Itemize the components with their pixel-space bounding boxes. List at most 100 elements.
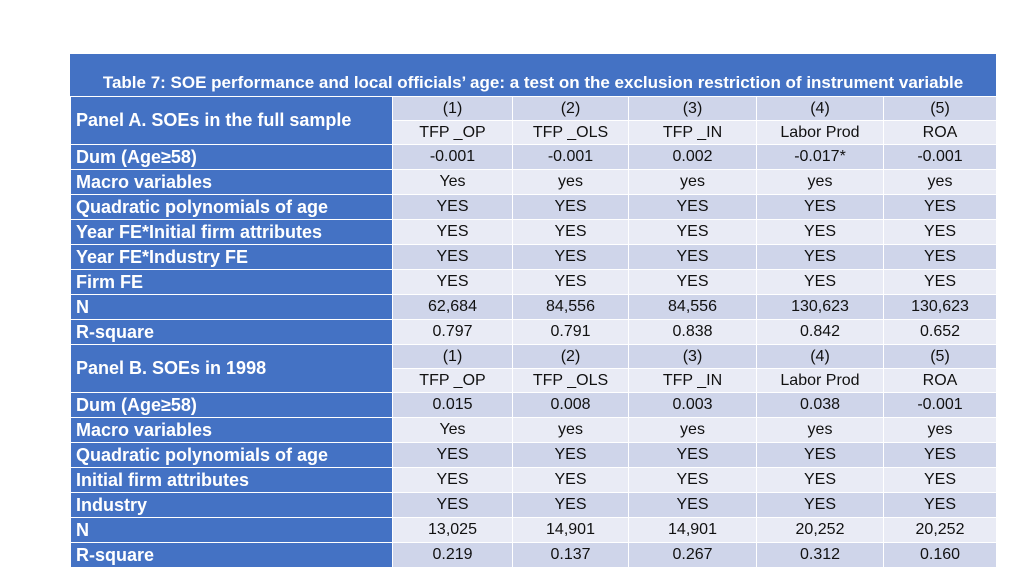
cell-value: YES	[628, 194, 757, 220]
row-label: Firm FE	[70, 269, 393, 295]
cell-value: 0.791	[512, 319, 629, 345]
column-number: (4)	[756, 96, 884, 121]
table-row: N 13,025 14,901 14,901 20,252 20,252	[70, 517, 997, 543]
row-label: R-square	[70, 319, 393, 345]
column-number: (2)	[512, 344, 629, 369]
column-name: TFP _OLS	[512, 120, 629, 145]
table-row: Initial firm attributes YES YES YES YES YES	[70, 467, 997, 493]
cell-value: yes	[883, 417, 997, 443]
cell-value: 62,684	[392, 294, 513, 320]
cell-value: 0.015	[392, 392, 513, 418]
cell-value: Yes	[392, 169, 513, 195]
column-name: Labor Prod	[756, 368, 884, 393]
row-label: Initial firm attributes	[70, 467, 393, 493]
column-name: TFP _IN	[628, 368, 757, 393]
cell-value: Yes	[392, 417, 513, 443]
cell-value: YES	[392, 194, 513, 220]
panel-header-row: Panel B. SOEs in 1998 (1) (2) (3) (4) (5)	[70, 344, 997, 393]
table-row: Quadratic polynomials of age YES YES YES YES…	[70, 442, 997, 468]
cell-value: YES	[756, 194, 884, 220]
cell-value: 0.652	[883, 319, 997, 345]
cell-value: YES	[756, 442, 884, 468]
row-label: Year FE*Industry FE	[70, 244, 393, 270]
column-number: (5)	[883, 96, 997, 121]
results-grid: Panel A. SOEs in the full sample (1) (2) (3…	[70, 96, 997, 568]
cell-value: 0.137	[512, 542, 629, 568]
cell-value: yes	[628, 169, 757, 195]
column-name: TFP _OP	[392, 120, 513, 145]
column-number: (1)	[392, 344, 513, 369]
cell-value: YES	[392, 492, 513, 518]
cell-value: yes	[628, 417, 757, 443]
row-label: Macro variables	[70, 417, 393, 443]
cell-value: YES	[628, 269, 757, 295]
cell-value: 20,252	[756, 517, 884, 543]
cell-value: -0.001	[392, 144, 513, 170]
column-number: (5)	[883, 344, 997, 369]
row-label: Quadratic polynomials of age	[70, 442, 393, 468]
cell-value: 0.797	[392, 319, 513, 345]
cell-value: YES	[628, 442, 757, 468]
cell-value: YES	[883, 492, 997, 518]
cell-value: yes	[512, 169, 629, 195]
cell-value: 130,623	[756, 294, 884, 320]
cell-value: 14,901	[628, 517, 757, 543]
panel-header-row: TFP _OP TFP _OLS TFP _IN Labor Prod ROA	[71, 368, 997, 393]
cell-value: -0.017*	[756, 144, 884, 170]
cell-value: -0.001	[883, 392, 997, 418]
column-name: TFP _OP	[392, 368, 513, 393]
row-label: Industry	[70, 492, 393, 518]
table-body: Panel A. SOEs in the full sample (1) (2) (3…	[70, 96, 997, 568]
column-number: (3)	[628, 344, 757, 369]
cell-value: yes	[512, 417, 629, 443]
panel-header-row: Panel A. SOEs in the full sample (1) (2) (3…	[70, 96, 997, 145]
table-title: Table 7: SOE performance and local offic…	[70, 54, 996, 96]
column-number: (3)	[628, 96, 757, 121]
table-row: Firm FE YES YES YES YES YES	[70, 269, 997, 295]
cell-value: YES	[392, 244, 513, 270]
cell-value: 0.003	[628, 392, 757, 418]
cell-value: YES	[628, 244, 757, 270]
cell-value: 0.160	[883, 542, 997, 568]
cell-value: 0.312	[756, 542, 884, 568]
cell-value: YES	[628, 219, 757, 245]
row-label: Year FE*Initial firm attributes	[70, 219, 393, 245]
cell-value: YES	[392, 219, 513, 245]
cell-value: YES	[883, 219, 997, 245]
cell-value: 0.002	[628, 144, 757, 170]
cell-value: YES	[756, 467, 884, 493]
cell-value: 13,025	[392, 517, 513, 543]
cell-value: YES	[628, 467, 757, 493]
cell-value: YES	[756, 244, 884, 270]
cell-value: 14,901	[512, 517, 629, 543]
row-label: Dum (Age≥58)	[70, 392, 393, 418]
cell-value: 0.008	[512, 392, 629, 418]
cell-value: YES	[512, 269, 629, 295]
cell-value: 20,252	[883, 517, 997, 543]
row-label: Dum (Age≥58)	[70, 144, 393, 170]
cell-value: YES	[512, 219, 629, 245]
cell-value: YES	[512, 467, 629, 493]
column-name: TFP _OLS	[512, 368, 629, 393]
table-row: R-square 0.797 0.791 0.838 0.842 0.652	[70, 319, 997, 345]
cell-value: 0.838	[628, 319, 757, 345]
cell-value: YES	[756, 492, 884, 518]
cell-value: YES	[756, 269, 884, 295]
table-row: Year FE*Industry FE YES YES YES YES YES	[70, 244, 997, 270]
table-row: Quadratic polynomials of age YES YES YES YES…	[70, 194, 997, 220]
column-number: (4)	[756, 344, 884, 369]
cell-value: -0.001	[512, 144, 629, 170]
table-row: Dum (Age≥58) -0.001 -0.001 0.002 -0.017* -0.0…	[70, 144, 997, 170]
results-table: Table 7: SOE performance and local offic…	[70, 54, 997, 568]
cell-value: YES	[883, 467, 997, 493]
cell-value: yes	[756, 417, 884, 443]
table-row: Dum (Age≥58) 0.015 0.008 0.003 0.038 -0.001	[70, 392, 997, 418]
column-number: (1)	[392, 96, 513, 121]
column-name: Labor Prod	[756, 120, 884, 145]
row-label: N	[70, 517, 393, 543]
cell-value: YES	[512, 492, 629, 518]
cell-value: YES	[628, 492, 757, 518]
column-name: ROA	[883, 368, 997, 393]
cell-value: YES	[883, 442, 997, 468]
cell-value: YES	[512, 194, 629, 220]
